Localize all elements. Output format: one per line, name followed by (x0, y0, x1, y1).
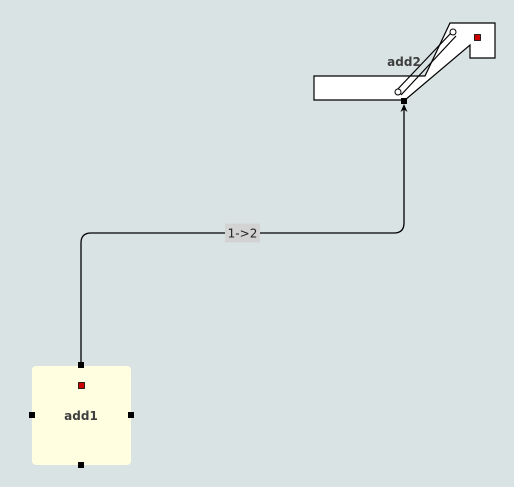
node-add1-handle-bottom[interactable] (78, 462, 84, 468)
node-add1-red-marker (78, 382, 85, 389)
node-add1-handle-left[interactable] (29, 412, 35, 418)
node-add2-connection-handle[interactable] (401, 98, 407, 104)
node-add2-rail-right (400, 35, 457, 96)
node-add1-handle-right[interactable] (128, 412, 134, 418)
node-add2-endpoint-bottom[interactable] (394, 88, 402, 96)
edge-arrowhead (400, 104, 408, 112)
node-add2-endpoint-top[interactable] (449, 28, 457, 36)
edge-label-background (225, 223, 260, 243)
node-add2-red-marker (474, 34, 481, 41)
node-add1[interactable]: add1 (29, 362, 134, 468)
node-add2-rail-left (394, 32, 452, 93)
node-add1-label: add1 (64, 409, 98, 423)
edge-label[interactable]: 1->2 (228, 227, 258, 241)
node-add1-shape[interactable] (32, 366, 131, 465)
node-add1-handle-top[interactable] (78, 362, 84, 368)
edge-add1-add2[interactable]: 1->2 (80, 104, 408, 365)
node-add2[interactable]: add2 (313, 22, 496, 104)
node-add2-label: add2 (387, 55, 421, 69)
